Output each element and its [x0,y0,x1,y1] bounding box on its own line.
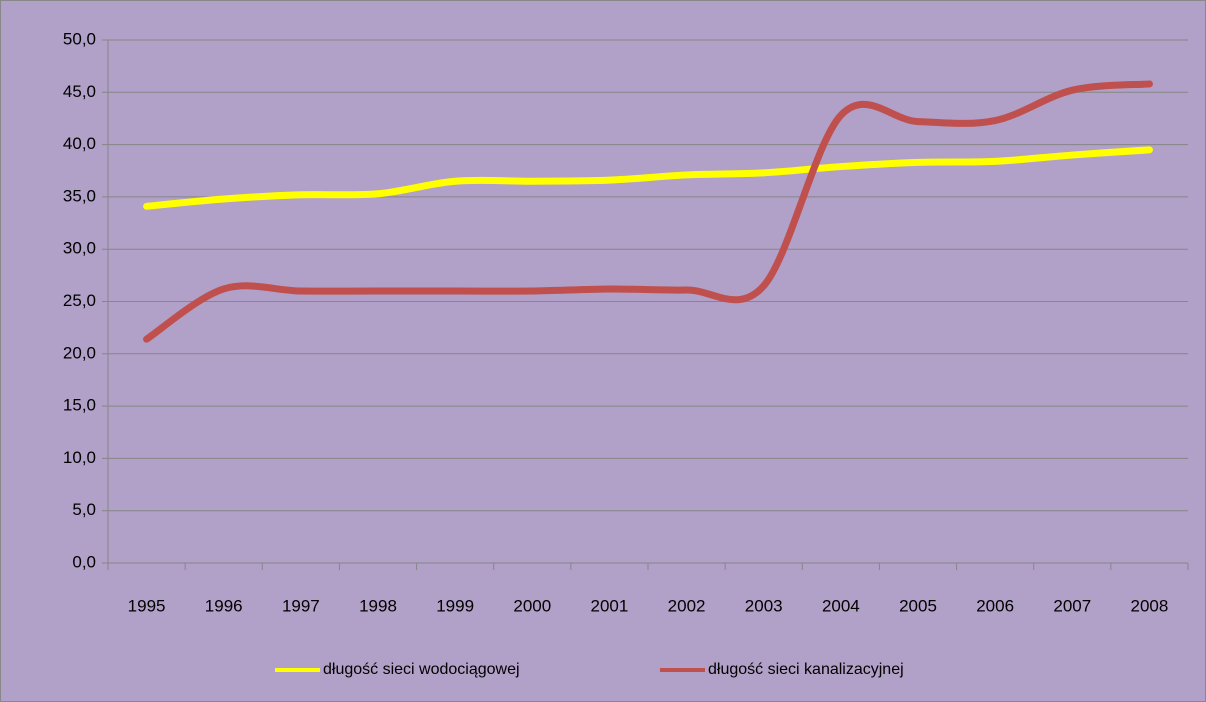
x-tick-label: 2005 [899,596,937,615]
y-tick-label: 5,0 [72,500,96,519]
y-tick-label: 15,0 [63,396,96,415]
y-tick-label: 10,0 [63,448,96,467]
x-tick-label: 2004 [822,596,860,615]
x-tick-label: 2008 [1131,596,1169,615]
y-tick-label: 25,0 [63,291,96,310]
data-line [143,80,1153,343]
x-tick-label: 1996 [205,596,243,615]
x-tick-label: 2002 [668,596,706,615]
x-tick-label: 2003 [745,596,783,615]
x-tick-label: 1998 [359,596,397,615]
y-tick-label: 50,0 [63,29,96,48]
x-tick-label: 2000 [513,596,551,615]
y-tick-label: 35,0 [63,186,96,205]
y-tick-label: 0,0 [72,552,96,571]
x-tick-label: 2007 [1053,596,1091,615]
y-tick-label: 20,0 [63,343,96,362]
x-tick-label: 1997 [282,596,320,615]
y-tick-label: 45,0 [63,82,96,101]
legend-label: długość sieci wodociągowej [323,661,520,678]
x-tick-label: 2001 [591,596,629,615]
data-line [143,146,1153,210]
x-tick-label: 1995 [128,596,166,615]
x-tick-label: 1999 [436,596,474,615]
y-tick-label: 30,0 [63,239,96,258]
y-tick-label: 40,0 [63,134,96,153]
x-tick-label: 2006 [976,596,1014,615]
legend-label: długość sieci kanalizacyjnej [708,661,904,678]
